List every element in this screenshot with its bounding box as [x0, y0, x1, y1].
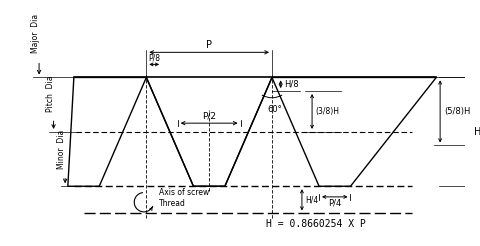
Text: Minor  Dia: Minor Dia	[57, 130, 66, 169]
Text: 60°: 60°	[266, 106, 281, 114]
Text: P/8: P/8	[148, 53, 160, 62]
Text: Pitch  Dia: Pitch Dia	[46, 75, 55, 112]
Text: H = 0.8660254 X P: H = 0.8660254 X P	[265, 219, 365, 229]
Text: H/8: H/8	[284, 80, 299, 89]
Text: H/4: H/4	[305, 195, 318, 204]
Text: Axis of screw
Thread: Axis of screw Thread	[159, 188, 209, 208]
Text: P: P	[206, 40, 212, 50]
Text: (5/8)H: (5/8)H	[443, 107, 469, 116]
Text: H: H	[473, 127, 480, 137]
Text: Major  Dia: Major Dia	[31, 14, 40, 53]
Text: P/2: P/2	[202, 112, 216, 121]
Text: (3/8)H: (3/8)H	[315, 107, 339, 116]
Text: P/4: P/4	[327, 199, 341, 208]
